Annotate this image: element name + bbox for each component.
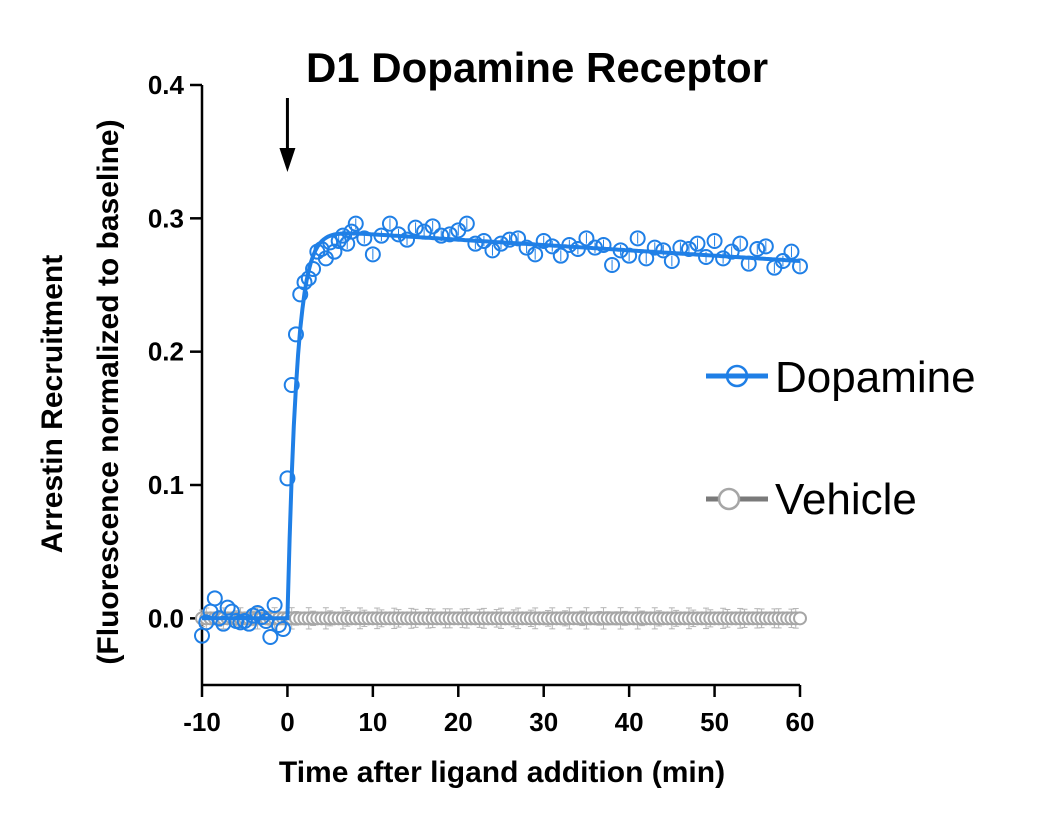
dopamine-point [407,219,424,236]
y-tick-label: 0.0 [148,603,184,633]
ligand-addition-arrow [279,98,296,172]
dopamine-point [458,215,475,232]
y-tick-label: 0.2 [148,337,184,367]
dopamine-point [287,326,304,343]
x-tick-label: 0 [280,707,294,737]
x-tick-label: 20 [444,707,473,737]
dopamine-point [279,470,296,487]
dopamine-point [467,235,484,252]
x-axis-title: Time after ligand addition (min) [279,756,725,789]
dopamine-point [424,218,441,235]
legend-vehicle-label: Vehicle [775,475,917,524]
dopamine-point [364,246,381,263]
legend-dopamine-marker [725,364,749,388]
dopamine-point [266,597,283,613]
x-tick-label: 50 [700,707,729,737]
dopamine-point [433,227,450,244]
x-ticks: -10 0 10 20 30 40 50 60 [183,685,814,737]
dopamine-point [356,230,373,247]
dopamine-point [527,246,544,263]
vehicle-point [793,611,807,626]
y-tick-label: 0.1 [148,470,184,500]
dopamine-point [283,377,300,393]
x-tick-label: 60 [786,707,815,737]
legend-dopamine-label: Dopamine [775,353,976,402]
dopamine-point [535,233,552,249]
series-dopamine [194,215,808,645]
dopamine-point [757,238,774,255]
dopamine-point [732,235,749,252]
dopamine-point [689,235,706,252]
legend: Dopamine Vehicle [706,353,976,524]
dopamine-point [604,257,621,273]
dopamine-point [262,629,279,645]
dopamine-point [595,237,612,253]
x-tick-label: 30 [529,707,558,737]
y-tick-label: 0.4 [148,70,185,100]
dopamine-point [706,233,723,249]
legend-vehicle-marker [717,487,741,511]
chart-title: D1 Dopamine Receptor [306,44,768,91]
y-ticks: 0.0 0.1 0.2 0.3 0.4 [148,70,202,633]
dopamine-point [749,241,766,257]
x-tick-label: 40 [615,707,644,737]
dopamine-point [578,230,595,247]
x-tick-label: 10 [358,707,387,737]
arrow-head [279,148,296,172]
dopamine-fit-line [202,231,801,621]
dopamine-point [219,599,236,616]
y-axis-subtitle: (Fluorescence normalized to baseline) [92,119,125,664]
dopamine-point [326,243,343,260]
dopamine-point [646,239,663,256]
dopamine-point [501,231,518,248]
y-axis-title: Arrestin Recruitment [36,255,69,553]
dopamine-point [629,230,646,247]
x-tick-label: -10 [183,707,221,737]
dopamine-point [552,247,569,264]
axes [200,85,800,687]
legend-item-dopamine: Dopamine [706,353,976,402]
dopamine-point [275,621,292,637]
legend-item-vehicle: Vehicle [706,475,917,524]
y-tick-label: 0.3 [148,203,184,233]
dopamine-point [399,231,416,248]
dopamine-point [381,215,398,232]
dopamine-point [441,226,458,243]
dopamine-point [347,215,364,232]
dopamine-point [206,590,223,607]
